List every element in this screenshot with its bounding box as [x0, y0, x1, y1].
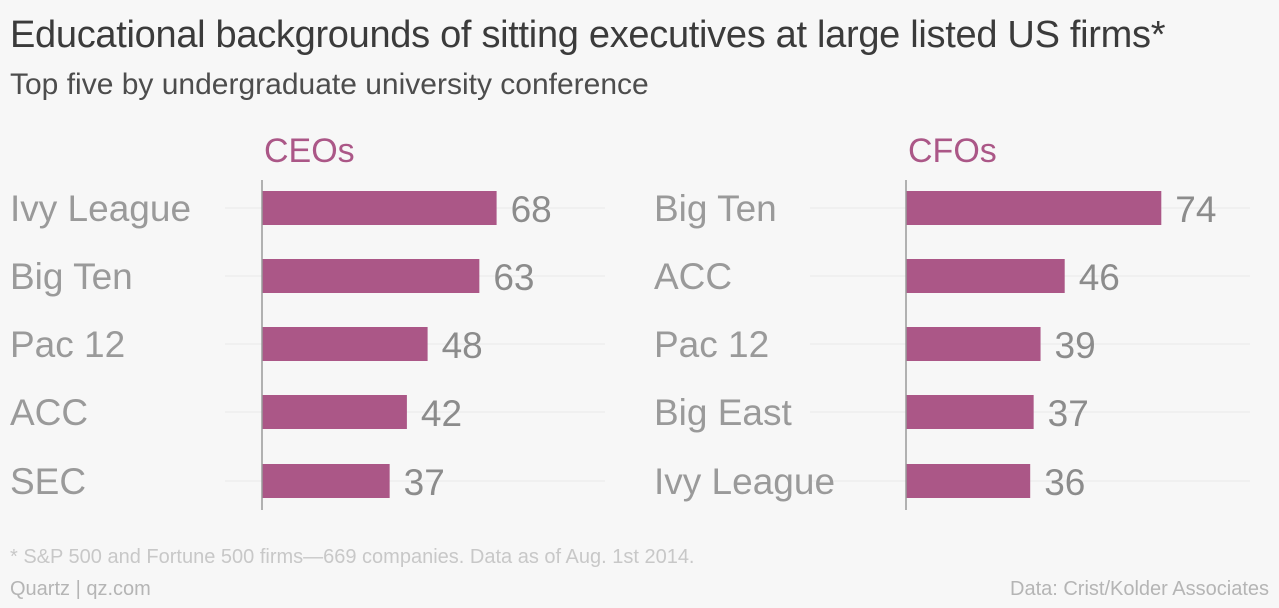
- value-label: 37: [1048, 393, 1089, 434]
- bar-cfos: [906, 327, 1041, 361]
- value-label: 39: [1055, 325, 1096, 366]
- value-label: 74: [1175, 189, 1216, 230]
- bar-cfos: [906, 259, 1065, 293]
- category-label: ACC: [654, 256, 732, 297]
- value-label: 68: [511, 189, 552, 230]
- bar-chart: CEOs Ivy League 68 Big Ten 63 Pac 12 48 ACC 42 SE…: [0, 0, 1279, 540]
- panel-title-cfos: CFOs: [908, 132, 997, 170]
- category-label: Ivy League: [654, 461, 835, 502]
- bar-cfos: [906, 464, 1030, 498]
- category-label: Big East: [654, 392, 793, 433]
- bar-ceos: [262, 327, 428, 361]
- bar-ceos: [262, 464, 390, 498]
- value-label: 63: [493, 257, 534, 298]
- category-label: Pac 12: [10, 324, 125, 365]
- value-label: 48: [442, 325, 483, 366]
- value-label: 42: [421, 393, 462, 434]
- bar-ceos: [262, 395, 407, 429]
- category-label: ACC: [10, 392, 88, 433]
- bar-ceos: [262, 191, 497, 225]
- category-label: Pac 12: [654, 324, 769, 365]
- bar-cfos: [906, 191, 1161, 225]
- category-label: Ivy League: [10, 188, 191, 229]
- value-label: 36: [1044, 462, 1085, 503]
- bar-cfos: [906, 395, 1034, 429]
- footnote: * S&P 500 and Fortune 500 firms—669 comp…: [10, 546, 695, 569]
- category-label: Big Ten: [10, 256, 133, 297]
- value-label: 46: [1079, 257, 1120, 298]
- panel-title-ceos: CEOs: [264, 132, 355, 170]
- credit: Quartz | qz.com: [10, 578, 151, 601]
- value-label: 37: [404, 462, 445, 503]
- bar-ceos: [262, 259, 479, 293]
- category-label: Big Ten: [654, 188, 777, 229]
- data-source: Data: Crist/Kolder Associates: [1010, 578, 1269, 601]
- category-label: SEC: [10, 461, 86, 502]
